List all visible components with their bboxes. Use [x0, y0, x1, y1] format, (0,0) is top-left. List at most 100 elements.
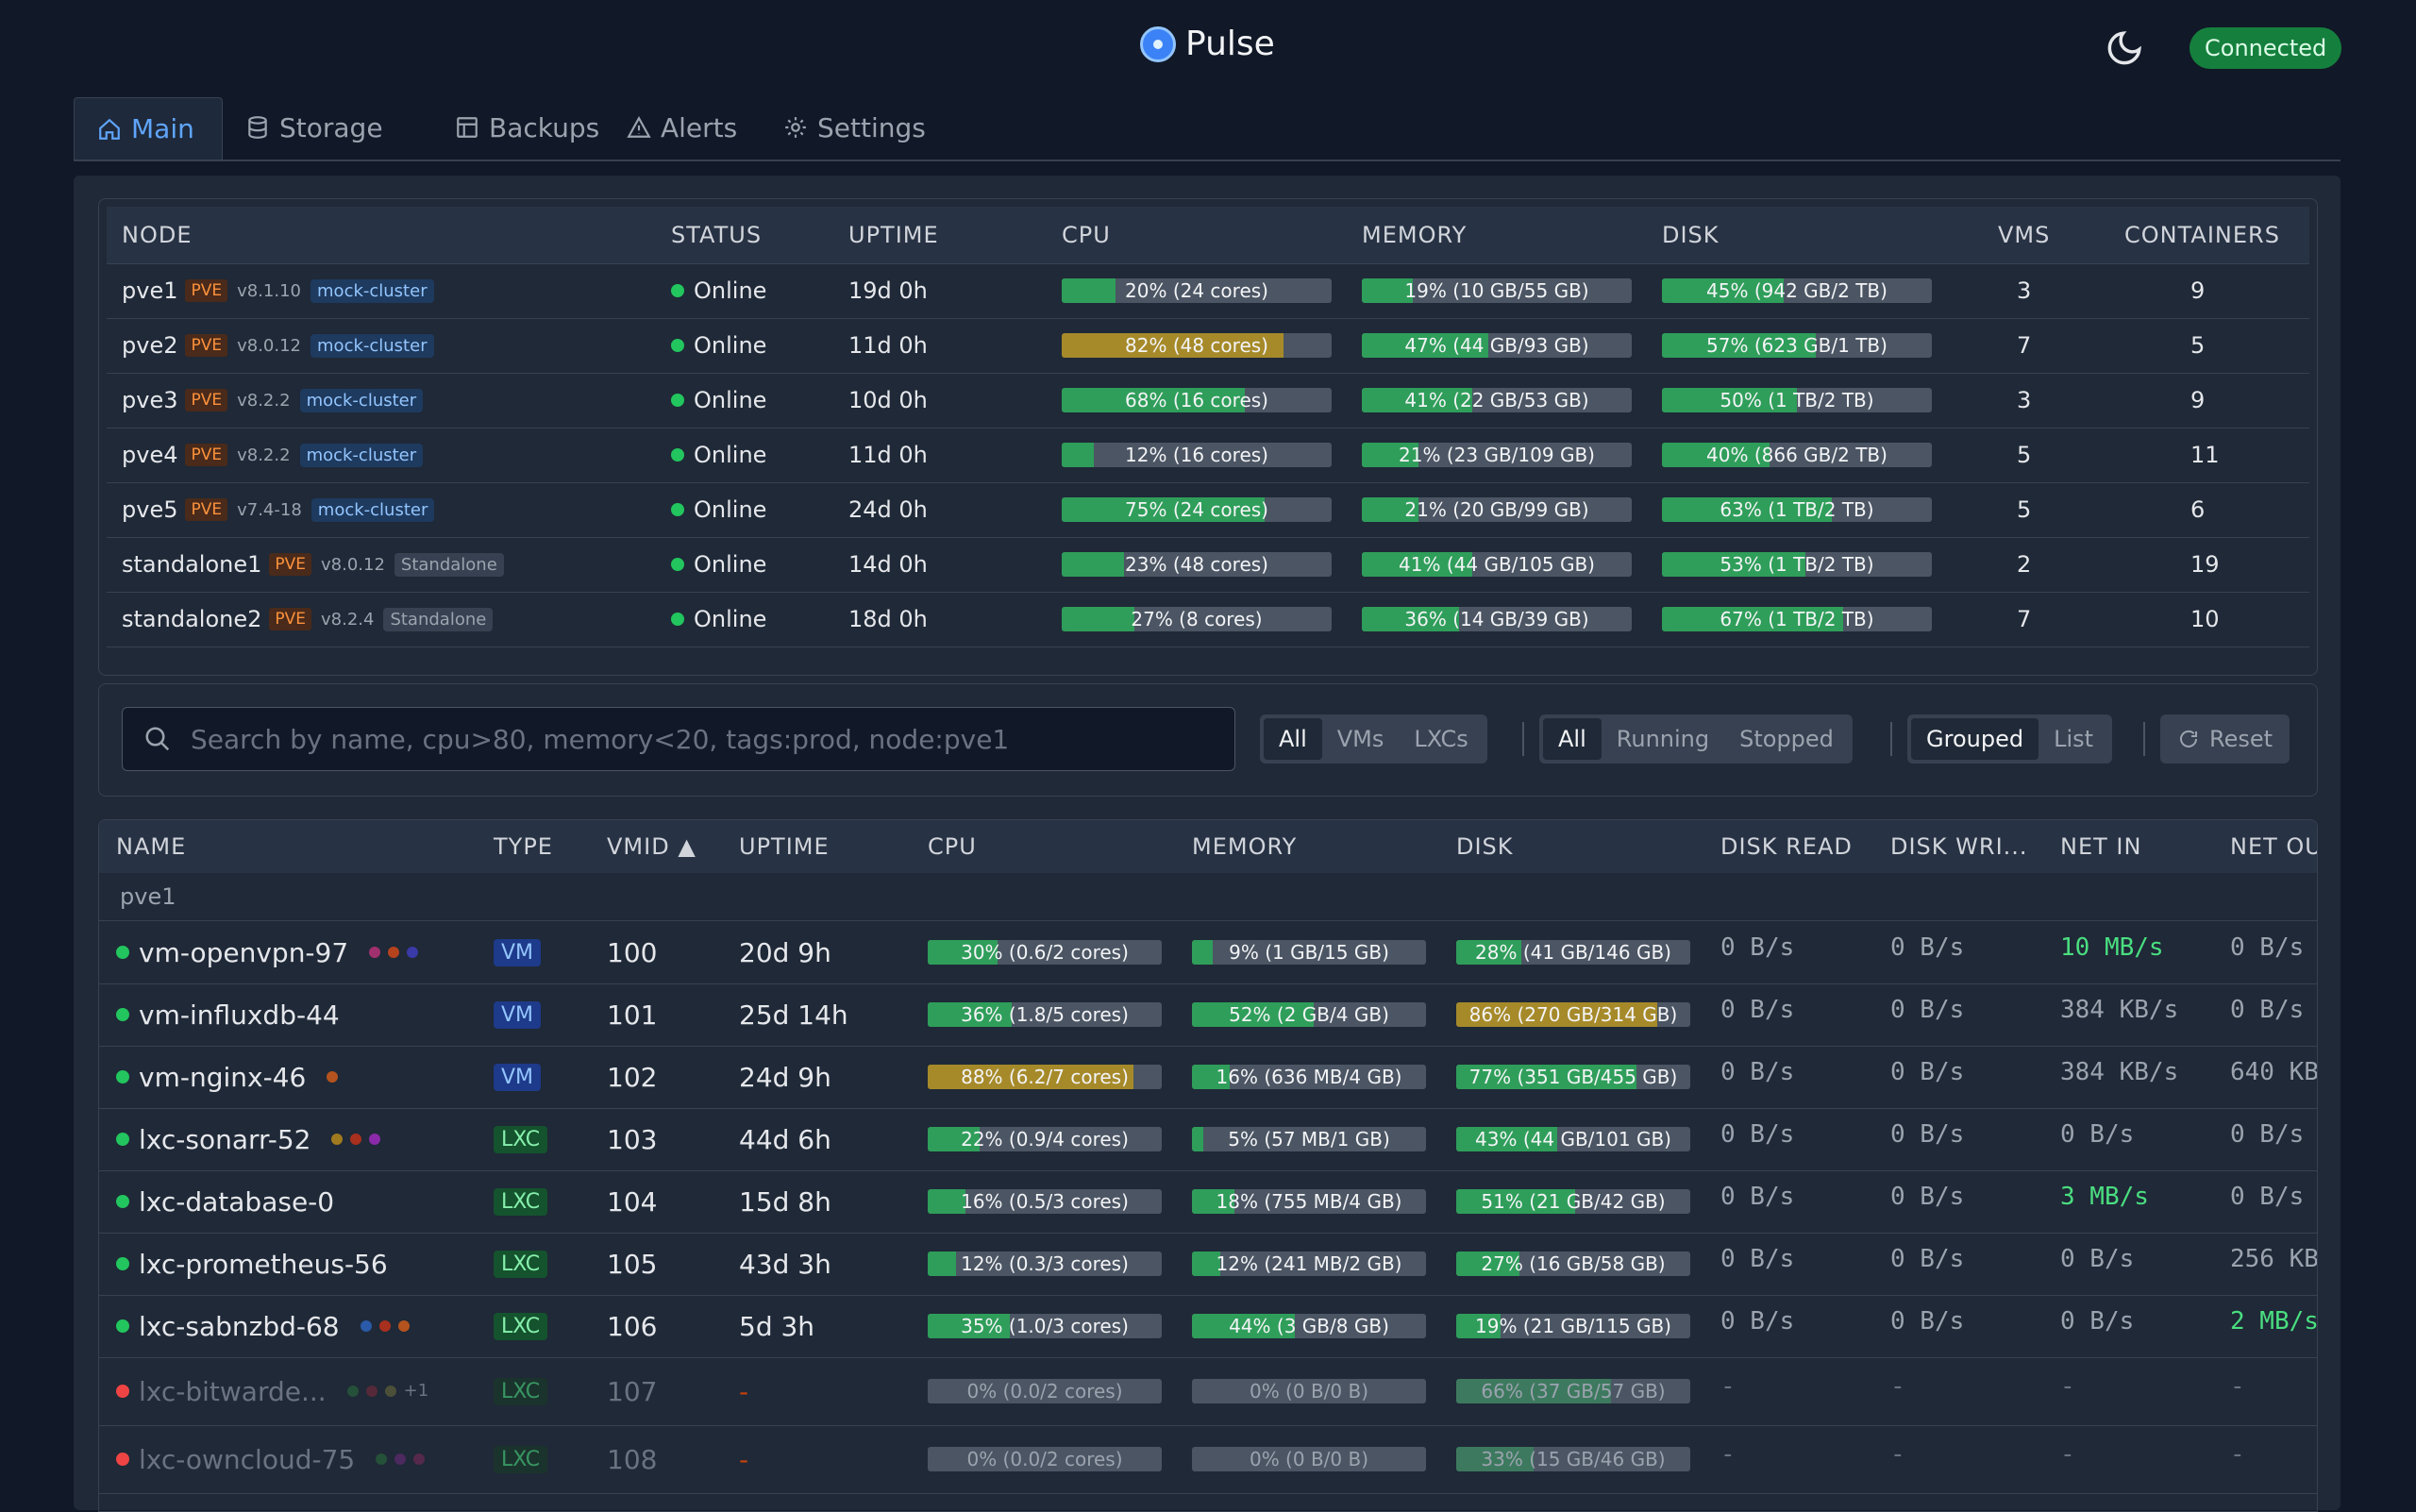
- guest-name[interactable]: lxc-database-0: [139, 1185, 335, 1218]
- node-name[interactable]: standalone2: [122, 606, 262, 632]
- usage-bar-label: 20% (24 cores): [1125, 279, 1268, 302]
- node-version: v8.2.4: [321, 609, 375, 630]
- node-vm-count: 5: [2017, 496, 2032, 523]
- col-net-out[interactable]: NET OUT: [2230, 833, 2317, 860]
- node-name[interactable]: standalone1: [122, 551, 262, 578]
- tab-settings[interactable]: Settings: [761, 97, 948, 158]
- col-net-in[interactable]: NET IN: [2060, 833, 2142, 860]
- search-box[interactable]: [122, 707, 1235, 771]
- col-containers[interactable]: CONTAINERS: [2124, 222, 2280, 248]
- net-out: -: [2230, 1440, 2245, 1469]
- col-vmid[interactable]: VMID ▲: [607, 833, 696, 860]
- guest-name[interactable]: vm-openvpn-97: [139, 936, 349, 968]
- usage-bar: 5% (57 MB/1 GB): [1192, 1127, 1426, 1151]
- col-name[interactable]: NAME: [116, 833, 187, 860]
- node-row[interactable]: pve4 PVE v8.2.2 mock-cluster Online 11d 0h 12%…: [107, 428, 2309, 483]
- guest-name[interactable]: lxc-sabnzbd-68: [139, 1310, 340, 1342]
- guest-name[interactable]: lxc-owncloud-75: [139, 1443, 356, 1475]
- col-uptime[interactable]: UPTIME: [739, 833, 830, 860]
- guest-row[interactable]: lxc-prometheus-56 LXC 105 43d 3h 12% (0.3/3 …: [99, 1233, 2317, 1296]
- guest-row[interactable]: lxc-bitwarde... +1 LXC 107 - 0% (0.0/2 cores)…: [99, 1357, 2317, 1426]
- guest-row[interactable]: vm-openvpn-97 VM 100 20d 9h 30% (0.6/2 cores…: [99, 921, 2317, 984]
- guest-row[interactable]: lxc-sabnzbd-68 LXC 106 5d 3h 35% (1.0/3 core…: [99, 1295, 2317, 1358]
- tag-dot[interactable]: [378, 1320, 391, 1332]
- node-table-header: NODE STATUS UPTIME CPU MEMORY DISK VMS C…: [107, 207, 2309, 264]
- status-filter-running[interactable]: Running: [1616, 726, 1710, 752]
- guest-name[interactable]: lxc-prometheus-56: [139, 1248, 388, 1280]
- status-filter-stopped[interactable]: Stopped: [1739, 726, 1834, 752]
- guest-name[interactable]: lxc-bitwarde...: [139, 1375, 327, 1407]
- node-row[interactable]: pve3 PVE v8.2.2 mock-cluster Online 10d 0h 68%…: [107, 373, 2309, 428]
- guest-name[interactable]: vm-nginx-46: [139, 1061, 307, 1093]
- tab-backups[interactable]: Backups: [432, 97, 622, 158]
- col-disk[interactable]: DISK: [1662, 222, 1720, 248]
- search-input[interactable]: [189, 708, 1221, 770]
- dark-mode-moon-icon[interactable]: [2105, 28, 2144, 68]
- tag-dot[interactable]: [360, 1320, 372, 1332]
- node-name[interactable]: pve2: [122, 332, 178, 359]
- tag-dot[interactable]: [331, 1134, 344, 1145]
- usage-bar-label: 82% (48 cores): [1125, 334, 1268, 357]
- tag-dot[interactable]: [369, 947, 381, 958]
- node-row[interactable]: pve1 PVE v8.1.10 mock-cluster Online 19d 0h 20…: [107, 263, 2309, 319]
- tag-dot[interactable]: [397, 1320, 410, 1332]
- node-name[interactable]: pve5: [122, 496, 178, 523]
- usage-bar-label: 52% (2 GB/4 GB): [1229, 1003, 1389, 1026]
- col-memory[interactable]: MEMORY: [1362, 222, 1468, 248]
- node-name[interactable]: pve4: [122, 442, 178, 468]
- tag-dot[interactable]: [369, 1134, 381, 1145]
- col-cpu[interactable]: CPU: [1062, 222, 1111, 248]
- view-list[interactable]: List: [2054, 726, 2094, 752]
- col-vms[interactable]: VMS: [1998, 222, 2051, 248]
- node-name[interactable]: pve1: [122, 277, 178, 304]
- node-row[interactable]: pve5 PVE v7.4-18 mock-cluster Online 24d 0h 75…: [107, 482, 2309, 538]
- col-type[interactable]: TYPE: [494, 833, 553, 860]
- tag-dot[interactable]: [388, 947, 400, 958]
- guest-row[interactable]: lxc-database-0 LXC 104 15d 8h 16% (0.5/3 cor…: [99, 1170, 2317, 1234]
- col-uptime[interactable]: UPTIME: [848, 222, 939, 248]
- tab-main[interactable]: Main: [74, 97, 223, 160]
- guest-name[interactable]: lxc-sonarr-52: [139, 1123, 311, 1155]
- guest-name[interactable]: vm-influxdb-44: [139, 999, 340, 1031]
- usage-bar-label: 36% (1.8/5 cores): [961, 1003, 1129, 1026]
- tab-storage[interactable]: Storage: [223, 97, 406, 158]
- col-cpu[interactable]: CPU: [928, 833, 977, 860]
- type-filter-all[interactable]: All: [1264, 718, 1322, 760]
- col-memory[interactable]: MEMORY: [1192, 833, 1298, 860]
- disk-read: 0 B/s: [1720, 1120, 1795, 1149]
- tag-dot[interactable]: [376, 1453, 388, 1465]
- tag-dot[interactable]: [346, 1386, 359, 1397]
- usage-bar: 36% (1.8/5 cores): [928, 1002, 1162, 1027]
- node-row[interactable]: pve2 PVE v8.0.12 mock-cluster Online 11d 0h 82…: [107, 318, 2309, 374]
- view-grouped[interactable]: Grouped: [1911, 718, 2039, 760]
- usage-bar-fill: [1662, 388, 1797, 412]
- col-disk-write[interactable]: DISK WRI...: [1890, 833, 2028, 860]
- usage-bar-label: 9% (1 GB/15 GB): [1229, 941, 1389, 964]
- tag-dot[interactable]: [407, 947, 419, 958]
- guest-row[interactable]: vm-nginx-46 VM 102 24d 9h 88% (6.2/7 cores) 1…: [99, 1046, 2317, 1109]
- tag-dot[interactable]: [350, 1134, 362, 1145]
- usage-bar-label: 22% (0.9/4 cores): [961, 1128, 1129, 1151]
- status-filter-all[interactable]: All: [1543, 718, 1602, 760]
- node-row[interactable]: standalone2 PVE v8.2.4 Standalone Online 18d …: [107, 592, 2309, 647]
- guest-row[interactable]: lxc-sonarr-52 LXC 103 44d 6h 22% (0.9/4 core…: [99, 1108, 2317, 1171]
- more-tags[interactable]: +1: [403, 1381, 429, 1401]
- tag-dot[interactable]: [394, 1453, 407, 1465]
- reset-button[interactable]: Reset: [2160, 714, 2290, 764]
- guest-row[interactable]: lxc-owncloud-75 LXC 108 - 0% (0.0/2 cores) 0%…: [99, 1425, 2317, 1494]
- tag-dot[interactable]: [365, 1386, 378, 1397]
- col-node[interactable]: NODE: [122, 222, 193, 248]
- tag-dot[interactable]: [413, 1453, 426, 1465]
- node-name[interactable]: pve3: [122, 387, 178, 413]
- node-row[interactable]: standalone1 PVE v8.0.12 Standalone Online 14d…: [107, 537, 2309, 593]
- col-status[interactable]: STATUS: [671, 222, 763, 248]
- col-disk-read[interactable]: DISK READ: [1720, 833, 1853, 860]
- col-disk[interactable]: DISK: [1456, 833, 1514, 860]
- tag-dot[interactable]: [327, 1071, 339, 1083]
- type-filter-vms[interactable]: VMs: [1336, 726, 1384, 752]
- tag-dot[interactable]: [384, 1386, 396, 1397]
- tab-alerts[interactable]: Alerts: [604, 97, 760, 158]
- usage-bar-label: 21% (20 GB/99 GB): [1404, 498, 1589, 521]
- guest-row[interactable]: vm-influxdb-44 VM 101 25d 14h 36% (1.8/5 cor…: [99, 983, 2317, 1047]
- type-filter-lxcs[interactable]: LXCs: [1414, 726, 1468, 752]
